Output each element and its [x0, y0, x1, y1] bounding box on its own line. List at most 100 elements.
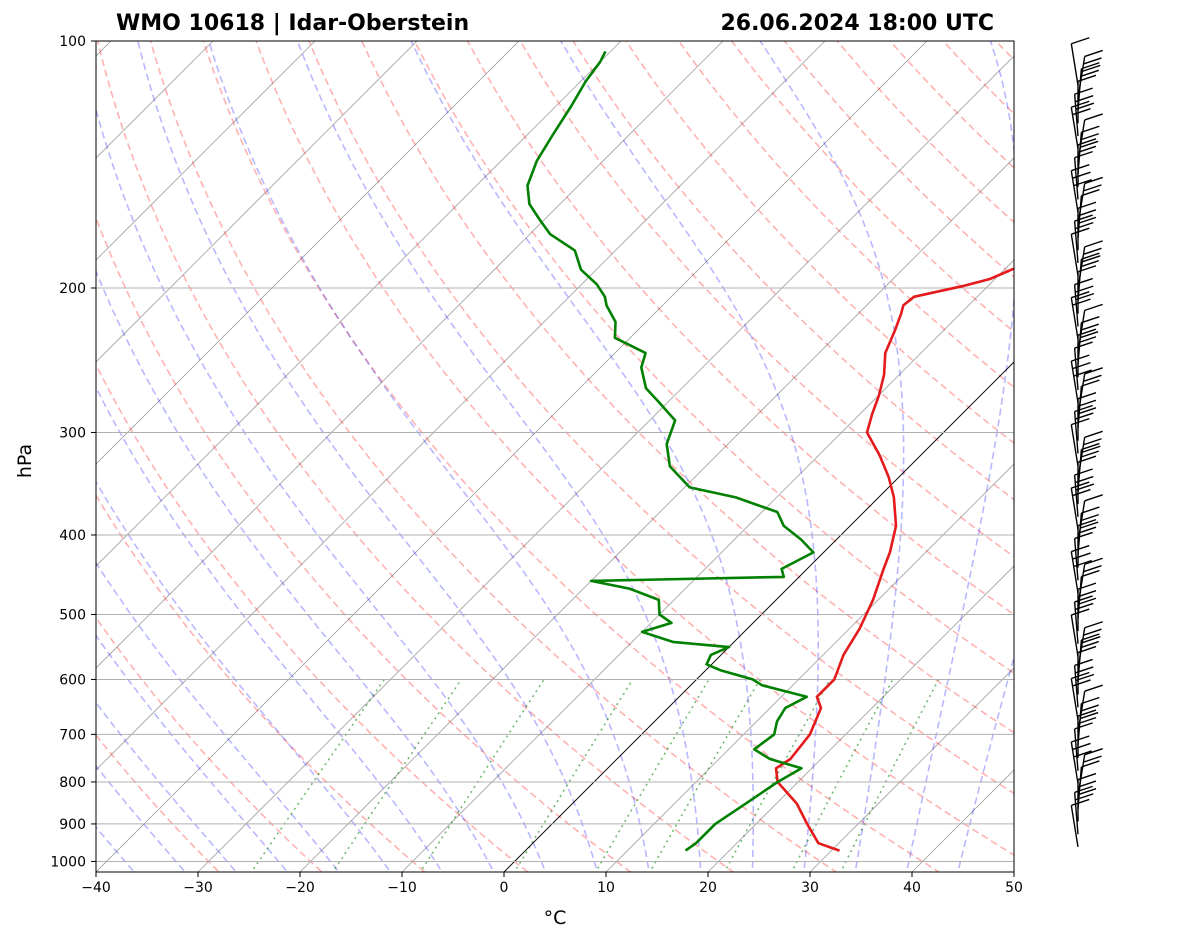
wind-barb	[1077, 240, 1103, 289]
dry-adiabat-line	[255, 41, 1014, 856]
x-axis-label: °C	[544, 907, 567, 929]
dry-adiabat-line	[360, 41, 1014, 734]
wind-barb	[1070, 417, 1090, 467]
isotherm-line	[96, 41, 826, 771]
dry-adiabat-line	[308, 41, 1014, 795]
wind-barb	[1077, 176, 1103, 225]
zero-isotherm-line	[503, 361, 1014, 872]
moist-adiabat-line	[560, 41, 820, 872]
dry-adiabat-line	[1135, 23, 1181, 879]
isotherm-line	[96, 41, 214, 159]
y-tick-label: 500	[59, 607, 86, 623]
dry-adiabat-line	[149, 41, 838, 872]
plot-frame	[95, 40, 1015, 873]
wind-barb	[1077, 430, 1103, 479]
y-tick-label: 100	[59, 34, 86, 50]
temperature-profile-line	[774, 267, 1014, 852]
y-tick-label: 200	[59, 281, 86, 297]
isotherm-line	[401, 259, 1014, 872]
wind-barb	[1070, 798, 1090, 848]
isotherm-line	[96, 41, 724, 669]
x-tick-label: 40	[903, 880, 921, 896]
dry-adiabat-line	[1031, 23, 1181, 879]
y-tick-label: 300	[59, 425, 86, 441]
wind-barb	[1077, 557, 1103, 606]
dewpoint-profile-line	[526, 50, 815, 852]
y-tick-label: 700	[59, 727, 86, 743]
moist-adiabat-line	[96, 480, 392, 872]
dry-adiabat-line	[466, 41, 1014, 616]
x-tick-label: 30	[801, 880, 819, 896]
dry-adiabat-line	[625, 41, 1014, 444]
wind-barb	[1077, 113, 1103, 162]
moist-adiabat-line	[96, 269, 495, 872]
y-tick-label: 600	[59, 672, 86, 688]
isotherm-line	[96, 41, 316, 261]
x-tick-label: 50	[1005, 880, 1023, 896]
isotherm-line	[96, 41, 928, 872]
sounding-profiles	[526, 50, 1014, 852]
moist-adiabat-line	[296, 41, 702, 872]
y-axis-label: hPa	[14, 444, 36, 478]
moist-adiabat-line	[96, 561, 340, 872]
mixing-ratio-line	[649, 679, 761, 872]
chart-title-right: 26.06.2024 18:00 UTC	[720, 11, 994, 36]
dry-adiabat-line	[413, 41, 1014, 675]
y-axis: 100 200 300 400 500 600 700 800 900 1000	[50, 34, 96, 870]
mixing-ratio-line	[513, 678, 634, 872]
moist-adiabat-line	[410, 41, 755, 872]
y-tick-label: 900	[59, 817, 86, 833]
mixing-ratio-line	[594, 678, 710, 872]
dry-adiabat-line	[96, 41, 735, 872]
y-tick-label: 400	[59, 528, 86, 544]
isotherm-line	[707, 565, 1014, 872]
dry-adiabat-line	[572, 41, 1014, 501]
y-tick-label: 1000	[50, 854, 86, 870]
dry-adiabat-line	[96, 494, 427, 872]
moist-adiabat-line	[905, 41, 1014, 872]
thermodynamic-background	[96, 23, 1181, 879]
wind-barb	[1070, 608, 1090, 657]
mixing-ratio-line	[790, 679, 894, 872]
wind-barb	[1077, 367, 1103, 416]
x-tick-label: 0	[500, 880, 509, 896]
moist-adiabat-line	[956, 654, 1014, 872]
isotherm-line	[96, 41, 520, 465]
wind-barb	[1077, 303, 1103, 352]
x-axis: −40 −30 −20 −10 0 10 20 30 40 50	[81, 872, 1023, 896]
wind-barbs	[1070, 37, 1103, 848]
grid-lines	[96, 41, 1014, 862]
wind-barb	[1077, 748, 1103, 797]
isotherm-line	[96, 41, 622, 567]
wind-barb	[1077, 49, 1103, 99]
wind-barb	[1077, 684, 1103, 733]
dry-adiabat-line	[202, 41, 941, 872]
wind-barb	[1077, 494, 1103, 543]
moist-adiabat-line	[208, 41, 650, 872]
isotherm-line	[197, 55, 1014, 872]
isotherm-line	[809, 667, 1014, 872]
isotherm-line	[96, 41, 418, 363]
x-tick-label: −20	[285, 880, 315, 896]
x-tick-label: −30	[183, 880, 213, 896]
wind-barb	[1077, 506, 1100, 555]
x-tick-label: 20	[699, 880, 717, 896]
mixing-ratio-line	[419, 678, 545, 872]
x-tick-label: −40	[81, 880, 111, 896]
wind-barb	[1070, 227, 1090, 276]
isotherm-line	[299, 157, 1014, 872]
moist-adiabat-line	[759, 41, 905, 872]
chart-title-left: WMO 10618 | Idar-Oberstein	[116, 11, 469, 36]
mixing-ratio-line	[331, 678, 463, 872]
y-tick-label: 800	[59, 775, 86, 791]
dry-adiabat-line	[96, 733, 221, 872]
moist-adiabat-line	[96, 385, 443, 872]
dry-adiabat-line	[96, 363, 529, 872]
mixing-ratio-line	[839, 679, 940, 872]
x-tick-label: 10	[597, 880, 615, 896]
wind-barb	[1077, 621, 1103, 670]
dry-adiabat-line	[96, 215, 632, 872]
moist-adiabat-line	[137, 41, 599, 872]
moist-adiabat-line	[96, 634, 289, 872]
